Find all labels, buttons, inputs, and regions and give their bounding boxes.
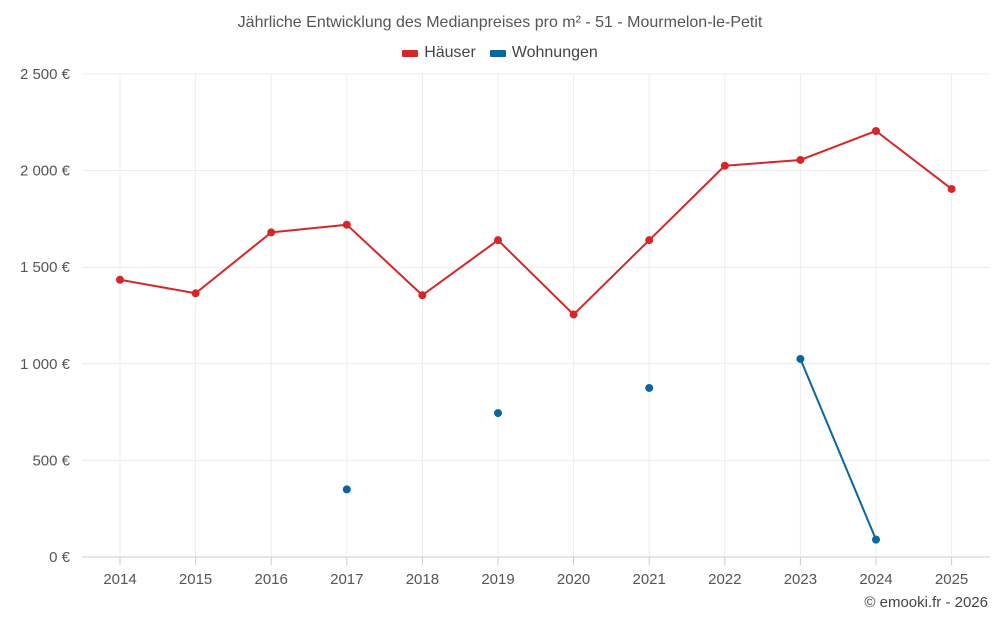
series-line-haeuser (723, 158, 802, 167)
legend-item-haeuser[interactable]: Häuser (402, 44, 476, 62)
series-line-haeuser (497, 239, 575, 316)
legend-swatch-haeuser (402, 49, 419, 57)
legend: Häuser Wohnungen (0, 44, 1000, 62)
series-line-haeuser (345, 223, 424, 297)
x-tick-label: 2019 (481, 571, 514, 588)
series-line-haeuser (875, 129, 953, 190)
data-point-haeuser[interactable] (569, 310, 578, 319)
data-point-wohnungen[interactable] (645, 383, 654, 392)
x-tick-label: 2020 (557, 571, 590, 588)
x-tick-label: 2017 (330, 571, 363, 588)
y-tick-label: 0 € (49, 549, 71, 566)
legend-label-wohnungen: Wohnungen (511, 44, 598, 61)
data-point-haeuser[interactable] (191, 289, 200, 298)
series-line-haeuser (119, 278, 197, 295)
series-line-wohnungen (799, 357, 877, 541)
y-tick-label: 1 500 € (20, 259, 71, 276)
legend-label-haeuser: Häuser (424, 44, 476, 61)
legend-swatch-wohnungen (489, 49, 506, 57)
legend-item-wohnungen[interactable]: Wohnungen (489, 44, 598, 62)
x-tick-label: 2016 (255, 571, 288, 588)
data-point-wohnungen[interactable] (796, 354, 805, 363)
series-line-haeuser (270, 223, 348, 234)
x-tick-label: 2024 (859, 571, 892, 588)
data-point-haeuser[interactable] (872, 126, 880, 135)
data-point-haeuser[interactable] (645, 236, 654, 245)
data-point-wohnungen[interactable] (342, 485, 351, 494)
data-point-wohnungen[interactable] (494, 409, 502, 418)
series-line-haeuser (572, 239, 651, 316)
y-tick-label: 500 € (32, 452, 70, 469)
x-tick-label: 2023 (784, 571, 817, 588)
data-point-haeuser[interactable] (418, 291, 427, 300)
y-tick-label: 2 000 € (20, 163, 71, 180)
series-line-haeuser (648, 164, 726, 242)
chart-title: Jährliche Entwicklung des Medianpreises … (237, 14, 763, 31)
x-tick-label: 2022 (708, 571, 741, 588)
x-tick-label: 2025 (935, 571, 968, 588)
series-line-haeuser (194, 231, 273, 295)
data-point-haeuser[interactable] (342, 220, 351, 229)
credit-text: © emooki.fr - 2026 (864, 594, 988, 611)
data-point-haeuser[interactable] (947, 184, 956, 193)
data-point-haeuser[interactable] (720, 161, 729, 170)
x-tick-label: 2014 (103, 571, 136, 588)
series-line-haeuser (421, 239, 499, 297)
x-tick-label: 2021 (633, 571, 666, 588)
y-tick-label: 2 500 € (20, 66, 71, 83)
data-point-haeuser[interactable] (796, 155, 805, 164)
x-tick-label: 2015 (179, 571, 212, 588)
data-point-haeuser[interactable] (116, 275, 124, 284)
data-point-haeuser[interactable] (267, 228, 276, 237)
y-tick-label: 1 000 € (20, 356, 71, 373)
data-point-wohnungen[interactable] (872, 535, 880, 544)
data-point-haeuser[interactable] (494, 236, 502, 245)
series-line-haeuser (799, 129, 877, 161)
x-tick-label: 2018 (406, 571, 439, 588)
